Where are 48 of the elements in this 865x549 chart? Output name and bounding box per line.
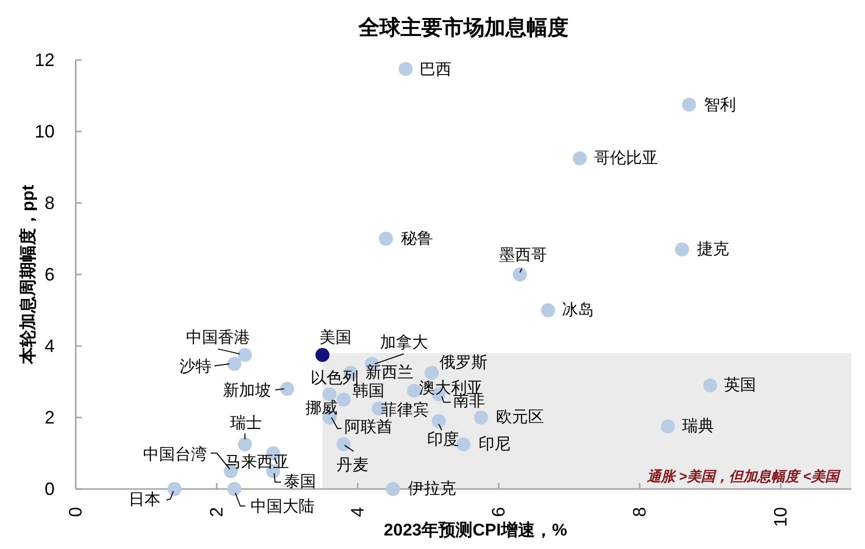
note: 通胀 >美国，但加息幅度 <美国 — [647, 468, 840, 484]
x-title: 2023年预测CPI增速，% — [384, 520, 568, 540]
annotation: 英国 — [724, 376, 756, 394]
x-tick-label: 10 — [770, 507, 791, 528]
annotation: 智利 — [704, 96, 736, 114]
annotation: 巴西 — [420, 61, 452, 78]
annotation: 捷克 — [697, 240, 729, 258]
x-tick-label: 4 — [348, 507, 368, 518]
title: 全球主要市场加息幅度 — [358, 16, 568, 40]
y-tick-label: 2 — [44, 408, 55, 428]
x-tick-label: 0 — [66, 507, 86, 518]
annotation: 日本 — [128, 490, 160, 508]
y-tick-label: 6 — [44, 264, 55, 284]
annotation: 中国香港 — [186, 328, 250, 346]
annotation: 俄罗斯 — [440, 353, 488, 372]
annotation: 秘鲁 — [400, 229, 433, 248]
y-tick-label: 4 — [44, 336, 55, 356]
annotation: 哥伦比亚 — [594, 148, 658, 167]
annotation: 马来西亚 — [225, 452, 290, 471]
y-tick-label: 0 — [44, 479, 55, 499]
annotation: 欧元区 — [496, 409, 544, 426]
annotation: 阿联酋 — [344, 418, 392, 436]
annotation: 美国 — [319, 328, 352, 346]
annotation: 伊拉克 — [408, 480, 456, 498]
annotation: 泰国 — [284, 474, 316, 491]
annotation: 墨西哥 — [498, 247, 547, 264]
annotation: 中国大陆 — [250, 498, 314, 516]
y-tick-label: 12 — [34, 50, 55, 70]
annotation: 沙特 — [179, 357, 212, 376]
annotation: 韩国 — [352, 382, 385, 400]
annotation: 丹麦 — [336, 456, 369, 474]
annotation: 瑞士 — [230, 414, 262, 432]
x-tick-label: 2 — [206, 507, 227, 518]
annotation: 菲律宾 — [380, 401, 429, 420]
x-tick-label: 6 — [488, 507, 509, 518]
annotation: 冰岛 — [562, 300, 594, 319]
annotation: 瑞典 — [682, 416, 714, 435]
annotation: 印度 — [426, 430, 459, 449]
annotation: 新加坡 — [223, 381, 272, 400]
annotation: 新西兰 — [366, 363, 414, 382]
y-tick-label: 10 — [34, 122, 55, 142]
annotation: 印尼 — [478, 434, 510, 453]
annotation: 中国台湾 — [142, 446, 207, 464]
annotation: 挪威 — [306, 399, 338, 417]
x-tick-label: 8 — [630, 507, 650, 518]
y-title: 本轮加息周期幅度，ppt — [18, 184, 38, 364]
annotation: 加拿大 — [380, 333, 428, 352]
y-tick-label: 8 — [44, 193, 55, 213]
